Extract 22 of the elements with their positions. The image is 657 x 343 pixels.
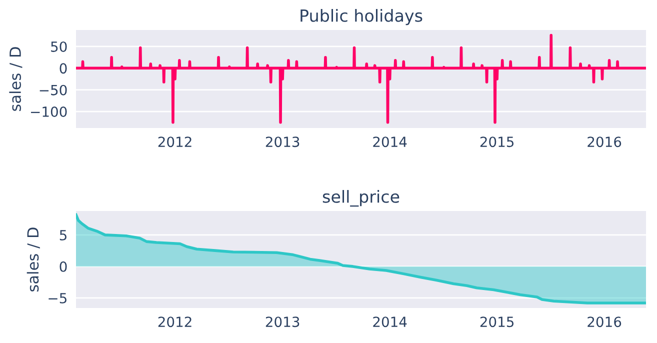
x-tick-label: 2016	[588, 316, 622, 328]
x-tick-label: 2013	[266, 136, 300, 148]
y-axis-title: sales / D	[9, 47, 22, 111]
x-tick-label: 2012	[158, 316, 192, 328]
y-tick-label: 50	[51, 41, 67, 52]
y-tick-label: 0	[60, 63, 67, 74]
x-tick-label: 2012	[158, 136, 192, 148]
y-tick-label: −100	[31, 106, 67, 118]
y-axis-title: sales / D	[26, 228, 40, 292]
y-tick-label: −5	[48, 293, 66, 304]
x-tick-label: 2014	[373, 316, 407, 328]
x-tick-label: 2013	[266, 316, 300, 328]
x-tick-label: 2016	[588, 136, 622, 148]
chart-title: sell_price	[322, 190, 400, 207]
line-series	[76, 34, 646, 124]
y-tick-label: 5	[60, 230, 66, 240]
x-tick-label: 2014	[373, 136, 407, 148]
x-tick-label: 2015	[480, 316, 514, 328]
y-tick-label: −50	[40, 84, 67, 96]
y-tick-label: 0	[60, 261, 67, 272]
chart-title: Public holidays	[300, 9, 422, 26]
x-tick-label: 2015	[480, 136, 514, 148]
